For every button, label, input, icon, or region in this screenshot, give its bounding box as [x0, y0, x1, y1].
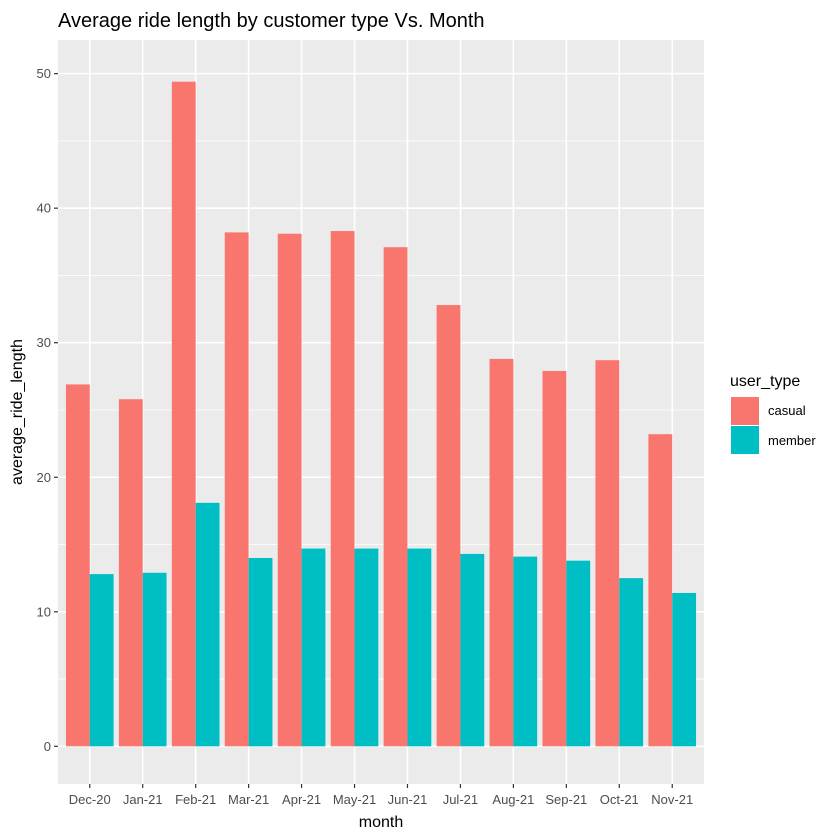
x-tick-label: Jul-21 — [443, 792, 478, 807]
bar-casual-Aug-21 — [489, 358, 514, 747]
x-tick-label: Feb-21 — [175, 792, 216, 807]
x-tick-label: Sep-21 — [545, 792, 587, 807]
y-axis-title: average_ride_length — [9, 339, 26, 485]
x-tick-label: Oct-21 — [600, 792, 639, 807]
y-axis: 0 10 20 30 40 50 — [37, 66, 58, 754]
bar-member-Apr-21 — [301, 548, 326, 747]
x-axis: Dec-20 Jan-21 Feb-21 Mar-21 Apr-21 May-21 Jun-… — [69, 784, 693, 807]
legend-swatch-casual — [731, 397, 759, 425]
bar-casual-May-21 — [330, 231, 355, 747]
y-tick-label: 0 — [44, 739, 51, 754]
bar-member-Jan-21 — [142, 572, 167, 747]
bar-member-May-21 — [354, 548, 379, 747]
x-tick-label: Jan-21 — [123, 792, 163, 807]
y-tick-label: 10 — [37, 604, 51, 619]
y-tick-label: 40 — [37, 201, 51, 216]
legend-label-member: member — [768, 433, 816, 448]
x-tick-label: Nov-21 — [651, 792, 693, 807]
bar-member-Dec-20 — [89, 574, 114, 747]
y-tick-label: 20 — [37, 470, 51, 485]
bar-member-Oct-21 — [619, 578, 644, 747]
x-tick-label: May-21 — [333, 792, 376, 807]
x-tick-label: Mar-21 — [228, 792, 269, 807]
legend-swatch-member — [731, 426, 759, 454]
legend-title: user_type — [730, 373, 800, 390]
bar-member-Jul-21 — [460, 553, 485, 747]
x-tick-label: Aug-21 — [492, 792, 534, 807]
y-tick-label: 50 — [37, 66, 51, 81]
chart-title: Average ride length by customer type Vs.… — [58, 10, 485, 32]
bar-casual-Dec-20 — [65, 384, 90, 747]
bar-casual-Jan-21 — [118, 399, 143, 747]
bar-member-Sep-21 — [566, 560, 591, 747]
bar-casual-Apr-21 — [277, 233, 302, 747]
bar-casual-Sep-21 — [542, 370, 567, 747]
bar-casual-Oct-21 — [595, 360, 620, 747]
bar-casual-Jun-21 — [383, 247, 408, 747]
bar-casual-Jul-21 — [436, 305, 461, 747]
bar-casual-Mar-21 — [224, 232, 249, 747]
legend: user_type casual member — [730, 373, 816, 454]
bar-member-Jun-21 — [407, 548, 432, 747]
bar-member-Feb-21 — [195, 502, 220, 747]
bar-casual-Feb-21 — [171, 81, 196, 747]
bars — [65, 81, 697, 747]
x-tick-label: Jun-21 — [388, 792, 428, 807]
x-tick-label: Dec-20 — [69, 792, 111, 807]
x-axis-title: month — [359, 814, 403, 831]
bar-member-Nov-21 — [672, 592, 697, 747]
bar-member-Aug-21 — [513, 556, 538, 747]
y-tick-label: 30 — [37, 335, 51, 350]
x-tick-label: Apr-21 — [282, 792, 321, 807]
legend-label-casual: casual — [768, 403, 806, 418]
bar-casual-Nov-21 — [648, 434, 673, 747]
bar-member-Mar-21 — [248, 557, 273, 747]
